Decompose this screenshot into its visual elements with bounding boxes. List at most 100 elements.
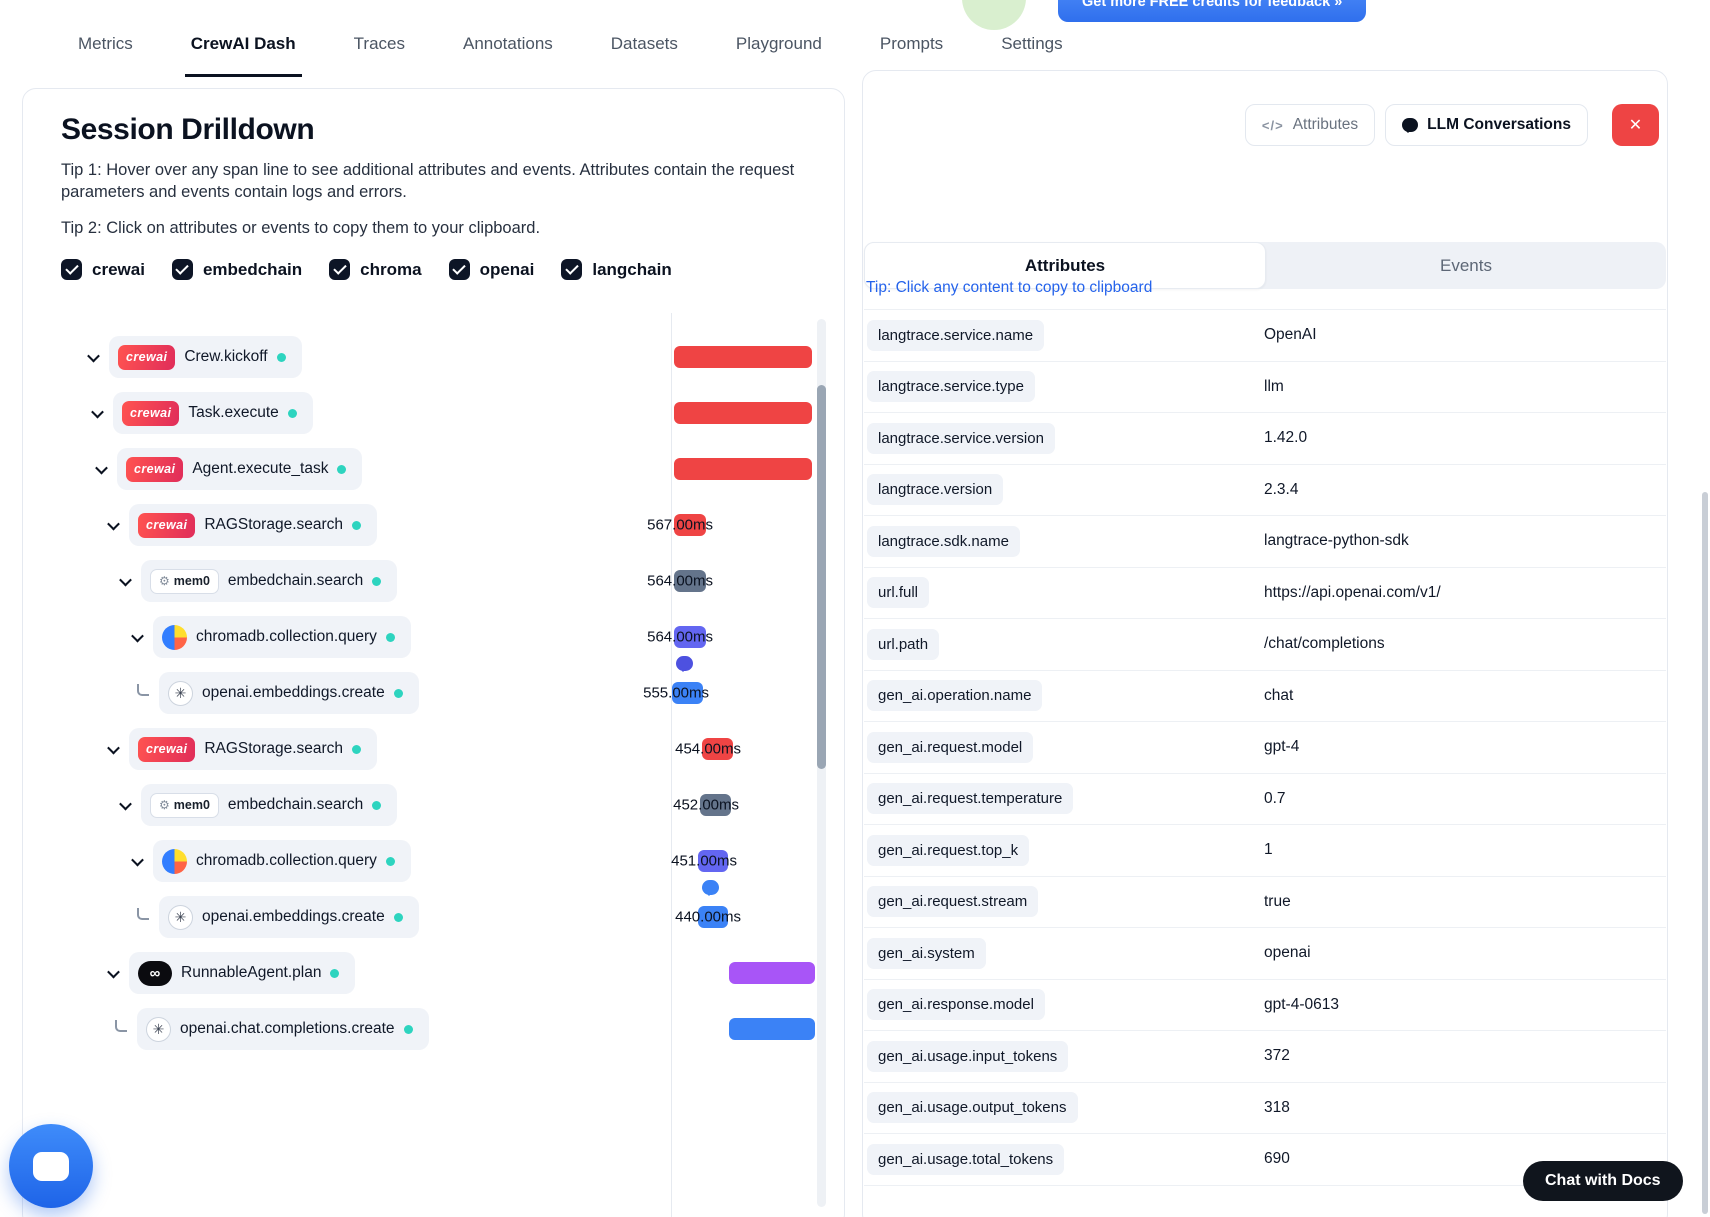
checkbox-crewai[interactable] — [61, 259, 82, 280]
attribute-row[interactable]: url.full https://api.openai.com/v1/ — [864, 568, 1666, 619]
chevron-down-icon[interactable] — [103, 515, 123, 535]
nav-tab-settings[interactable]: Settings — [1001, 34, 1063, 53]
tab-attributes[interactable]: Attributes — [864, 242, 1266, 289]
chevron-down-icon[interactable] — [115, 795, 135, 815]
attribute-key-badge[interactable]: gen_ai.request.stream — [867, 886, 1039, 918]
attribute-key-badge[interactable]: langtrace.version — [867, 474, 1004, 506]
span-row[interactable]: ✳ openai.embeddings.create 440.00ms — [23, 880, 844, 945]
span-row[interactable]: ⚙ mem0 embedchain.search 452.00ms — [23, 777, 844, 833]
span-duration-bar[interactable] — [729, 962, 815, 984]
span-duration-bar[interactable] — [672, 682, 703, 704]
nav-tab-datasets[interactable]: Datasets — [610, 34, 678, 53]
attribute-row[interactable]: gen_ai.system openai — [864, 928, 1666, 980]
attribute-row[interactable]: langtrace.service.version 1.42.0 — [864, 413, 1666, 465]
attribute-key-badge[interactable]: url.full — [867, 577, 930, 609]
tab-events[interactable]: Events — [1440, 255, 1492, 275]
attribute-key-badge[interactable]: langtrace.service.version — [867, 422, 1055, 454]
nav-tab-crewai-dash[interactable]: CrewAI Dash — [184, 34, 302, 77]
span-duration-bar[interactable] — [674, 346, 812, 368]
nav-tab-annotations[interactable]: Annotations — [462, 34, 553, 53]
attribute-row[interactable]: gen_ai.request.temperature 0.7 — [864, 774, 1666, 825]
attribute-value[interactable]: 2.3.4 — [1264, 480, 1299, 498]
attribute-row[interactable]: langtrace.version 2.3.4 — [864, 465, 1666, 516]
span-duration-bar[interactable] — [702, 738, 733, 760]
llm-conversations-button[interactable]: LLM Conversations — [1385, 104, 1588, 146]
span-label-pill[interactable]: ✳ openai.embeddings.create — [159, 672, 419, 714]
attribute-value[interactable]: true — [1264, 892, 1291, 910]
chevron-down-icon[interactable] — [127, 627, 147, 647]
attribute-value[interactable]: 1 — [1264, 841, 1273, 859]
attribute-value[interactable]: OpenAI — [1264, 326, 1317, 344]
span-duration-bar[interactable] — [729, 1018, 815, 1040]
chevron-down-icon[interactable] — [87, 403, 107, 423]
attribute-value[interactable]: https://api.openai.com/v1/ — [1264, 583, 1441, 601]
attribute-key-badge[interactable]: gen_ai.request.top_k — [867, 834, 1030, 866]
span-label-pill[interactable]: ⚙ mem0 embedchain.search — [141, 560, 398, 602]
attribute-key-badge[interactable]: url.path — [867, 628, 940, 660]
span-duration-bar[interactable] — [698, 906, 728, 928]
chevron-down-icon[interactable] — [103, 739, 123, 759]
checkbox-embedchain[interactable] — [171, 259, 193, 280]
attribute-key-badge[interactable]: gen_ai.response.model — [867, 989, 1045, 1021]
attribute-value[interactable]: gpt-4 — [1264, 738, 1300, 756]
span-row[interactable]: ✳ openai.embeddings.create 555.00ms — [23, 656, 844, 721]
chat-with-docs-button[interactable]: Chat with Docs — [1523, 1161, 1683, 1201]
chat-widget-button[interactable] — [9, 1124, 93, 1208]
checkbox-chroma[interactable] — [329, 259, 351, 280]
attribute-value[interactable]: 690 — [1264, 1150, 1290, 1168]
attribute-key-badge[interactable]: langtrace.sdk.name — [867, 525, 1020, 557]
attribute-key-badge[interactable]: langtrace.service.name — [867, 319, 1045, 351]
attribute-row[interactable]: gen_ai.request.model gpt-4 — [864, 722, 1666, 774]
tree-scrollbar-thumb[interactable] — [817, 385, 826, 769]
filter-openai[interactable]: openai — [448, 259, 534, 280]
filter-embedchain[interactable]: embedchain — [171, 259, 302, 280]
checkbox-langchain[interactable] — [561, 259, 583, 280]
span-row[interactable]: crewai Task.execute — [23, 385, 844, 441]
attribute-key-badge[interactable]: langtrace.service.type — [867, 371, 1035, 403]
span-row[interactable]: crewai RAGStorage.search 454.00ms — [23, 721, 844, 777]
span-row[interactable]: ✳ openai.chat.completions.create — [23, 1001, 844, 1057]
chevron-down-icon[interactable] — [115, 571, 135, 591]
attribute-row[interactable]: gen_ai.request.stream true — [864, 877, 1666, 928]
span-duration-bar[interactable] — [674, 458, 812, 480]
attribute-row[interactable]: langtrace.service.type llm — [864, 362, 1666, 413]
span-label-pill[interactable]: crewai RAGStorage.search — [129, 504, 378, 546]
nav-tab-playground[interactable]: Playground — [735, 34, 822, 53]
attribute-row[interactable]: gen_ai.response.model gpt-4-0613 — [864, 980, 1666, 1031]
span-duration-bar[interactable] — [674, 570, 706, 592]
attribute-value[interactable]: chat — [1264, 686, 1294, 704]
free-credits-button[interactable]: Get more FREE credits for feedback » — [1058, 0, 1367, 22]
attribute-value[interactable]: langtrace-python-sdk — [1264, 532, 1409, 550]
nav-tab-metrics[interactable]: Metrics — [78, 34, 133, 53]
attribute-row[interactable]: gen_ai.request.top_k 1 — [864, 825, 1666, 877]
attribute-row[interactable]: langtrace.service.name OpenAI — [864, 310, 1666, 362]
span-label-pill[interactable]: chromadb.collection.query — [153, 616, 411, 658]
attribute-value[interactable]: 1.42.0 — [1264, 429, 1308, 447]
span-label-pill[interactable]: crewai Task.execute — [113, 392, 313, 434]
attribute-row[interactable]: gen_ai.operation.name chat — [864, 671, 1666, 722]
attribute-value[interactable]: /chat/completions — [1264, 635, 1385, 653]
span-row[interactable]: ⚙ mem0 embedchain.search 564.00ms — [23, 553, 844, 609]
attributes-button[interactable]: </> Attributes — [1244, 104, 1376, 146]
chevron-down-icon[interactable] — [91, 459, 111, 479]
attribute-value[interactable]: gpt-4-0613 — [1264, 995, 1339, 1013]
attribute-value[interactable]: 372 — [1264, 1047, 1290, 1065]
filter-chroma[interactable]: chroma — [329, 259, 422, 280]
span-label-pill[interactable]: crewai RAGStorage.search — [129, 728, 378, 770]
span-label-pill[interactable]: ∞ RunnableAgent.plan — [129, 952, 356, 994]
attribute-key-badge[interactable]: gen_ai.operation.name — [867, 680, 1043, 712]
attribute-row[interactable]: gen_ai.usage.input_tokens 372 — [864, 1031, 1666, 1083]
span-label-pill[interactable]: ⚙ mem0 embedchain.search — [141, 784, 398, 826]
span-label-pill[interactable]: crewai Agent.execute_task — [117, 448, 363, 490]
attribute-key-badge[interactable]: gen_ai.request.temperature — [867, 783, 1074, 815]
attribute-row[interactable]: gen_ai.usage.total_tokens 690 — [864, 1134, 1666, 1186]
span-row[interactable]: chromadb.collection.query 451.00ms — [23, 833, 844, 889]
span-row[interactable]: ∞ RunnableAgent.plan — [23, 945, 844, 1001]
attribute-value[interactable]: openai — [1264, 944, 1311, 962]
chevron-down-icon[interactable] — [83, 347, 103, 367]
span-label-pill[interactable]: ✳ openai.embeddings.create — [159, 896, 419, 938]
filter-crewai[interactable]: crewai — [61, 259, 145, 280]
attribute-value[interactable]: 0.7 — [1264, 789, 1286, 807]
attribute-key-badge[interactable]: gen_ai.usage.total_tokens — [867, 1143, 1065, 1175]
span-row[interactable]: crewai RAGStorage.search 567.00ms — [23, 497, 844, 553]
